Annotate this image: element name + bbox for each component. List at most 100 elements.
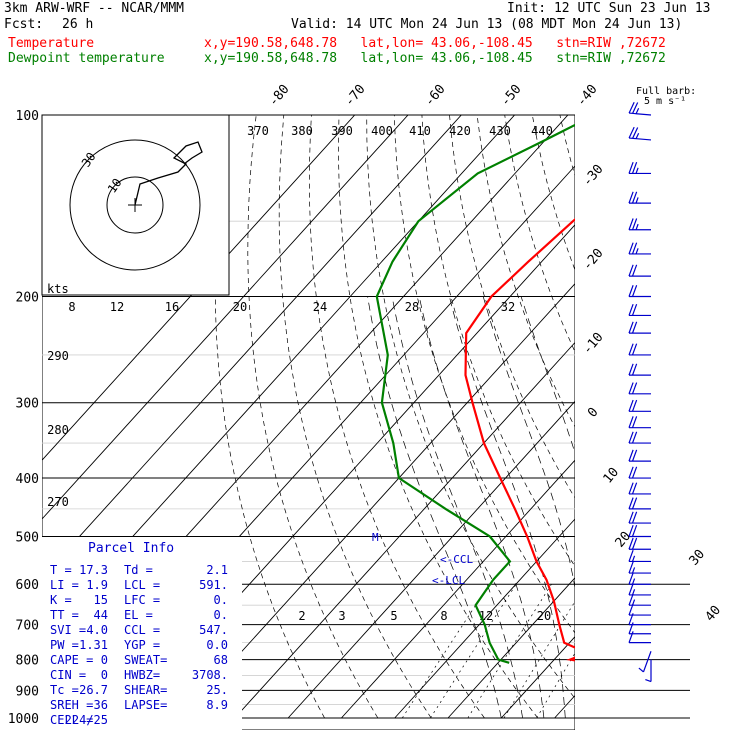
isotherm-label: -50 [498, 82, 525, 110]
barb-flag [631, 482, 638, 495]
isotherm-line [341, 459, 575, 719]
parcel-label: SHEAR= [124, 683, 167, 697]
hodograph-speed-label: 16 [165, 300, 179, 314]
parcel-label: CELL = [50, 713, 93, 727]
wind-legend-value: 5 m s⁻¹ [644, 96, 686, 107]
barb-flag [631, 525, 638, 537]
wind-barb [628, 511, 651, 524]
hodograph-ring-outer [69, 139, 201, 271]
parcel-value: 25. [206, 683, 228, 697]
theta-e-label: 430 [489, 124, 511, 138]
parcel-value: 0.0 [206, 638, 228, 652]
barb-shaft [629, 112, 652, 116]
isotherm-label: 0 [585, 405, 602, 421]
barb-flag [628, 537, 634, 550]
parcel-label: PW = [50, 638, 79, 652]
temperature-legend: Temperature [8, 36, 95, 51]
mixing-ratio-line [402, 584, 490, 719]
parcel-value: 8.9 [206, 698, 228, 712]
parcel-label: LCL = [124, 578, 160, 592]
barb-flag [635, 197, 639, 204]
barb-flag [631, 416, 638, 428]
barb-flag [631, 555, 636, 562]
barb-flag [631, 431, 638, 444]
barb-flag [632, 127, 639, 139]
moist-level-marker: M [372, 531, 379, 544]
isotherm-label: -60 [422, 82, 449, 110]
hodograph-trace [134, 141, 203, 206]
wind-barb [628, 572, 651, 585]
barb-flag [628, 511, 634, 524]
barb-flag [628, 285, 634, 297]
isotherm-line [287, 400, 575, 719]
dry-adiabat-label: 270 [47, 495, 69, 509]
barb-flag [628, 399, 634, 412]
barb-flag [628, 191, 634, 204]
parcel-value: 0. [214, 608, 228, 622]
barb-flag [631, 161, 638, 174]
dry-adiabat [449, 115, 575, 499]
hodograph-ring-label: 10 [105, 176, 125, 196]
isotherm-line [234, 341, 575, 719]
wind-barb [628, 101, 652, 116]
barb-flag [631, 466, 638, 479]
temperature-location: x,y=190.58,648.78 lat,lon= 43.06,-108.45… [204, 36, 666, 51]
parcel-value: 591. [199, 578, 228, 592]
isotherm-label: 30 [687, 547, 709, 569]
parcel-value: 4.0 [86, 623, 108, 637]
parcel-value: 3708. [192, 668, 228, 682]
barb-flag [628, 572, 634, 585]
parcel-label: LAPSE= [124, 698, 167, 712]
parcel-label: SREH = [50, 698, 93, 712]
barb-flag [628, 431, 634, 444]
dry-adiabat [366, 115, 575, 699]
moist-adiabat [367, 296, 502, 719]
isotherm-line [715, 115, 740, 718]
barb-flag [631, 264, 638, 277]
parcel-value: 224/25 [65, 713, 108, 727]
isotherm-line [42, 115, 409, 520]
mixing-ratio-label: 3 [338, 609, 345, 623]
isotherm-label: 10 [601, 465, 623, 487]
barb-flag [635, 223, 639, 230]
parcel-label: SWEAT= [124, 653, 167, 667]
dry-adiabat [504, 115, 575, 353]
pressure-tick-label: 400 [16, 472, 39, 487]
barb-flag [628, 497, 634, 510]
hodograph-speed-label: 24 [313, 300, 327, 314]
barb-flag [635, 248, 639, 255]
parcel-label: LI = [50, 578, 79, 592]
hodograph-speed-label: 32 [501, 300, 515, 314]
dry-adiabat [421, 115, 575, 567]
forecast-label: Fcst: [4, 17, 44, 32]
barb-flag [628, 303, 634, 316]
parcel-info-box [42, 537, 242, 730]
isotherm-line [394, 518, 575, 719]
wind-barb [628, 593, 651, 606]
isotherm-line [500, 635, 575, 719]
parcel-value: 0 [101, 653, 108, 667]
wind-barb [628, 303, 651, 317]
isotherm-line [181, 283, 575, 719]
hodograph-speed-label: 8 [68, 300, 75, 314]
barb-flag [628, 101, 635, 114]
valid-time: Valid: 14 UTC Mon 24 Jun 13 (08 MDT Mon … [291, 17, 683, 32]
parcel-label: K = [50, 593, 72, 607]
hodograph-ring-inner [106, 176, 164, 234]
dry-adiabat [247, 115, 379, 719]
pressure-tick-label: 600 [16, 578, 39, 593]
barb-flag [628, 126, 635, 139]
barb-flag [638, 667, 644, 673]
barb-flag [628, 466, 634, 479]
ccl-marker: <-CCL [440, 553, 473, 566]
barb-flag [628, 622, 634, 634]
pressure-tick-label: 500 [16, 530, 39, 545]
barb-flag [628, 242, 634, 255]
wind-barb [628, 466, 651, 479]
wind-barb [628, 431, 651, 444]
theta-e-label: 380 [291, 124, 313, 138]
barb-flag [631, 382, 638, 395]
barb-flag [628, 631, 634, 643]
theta-e-label: 440 [531, 124, 553, 138]
parcel-label: T = [50, 563, 72, 577]
